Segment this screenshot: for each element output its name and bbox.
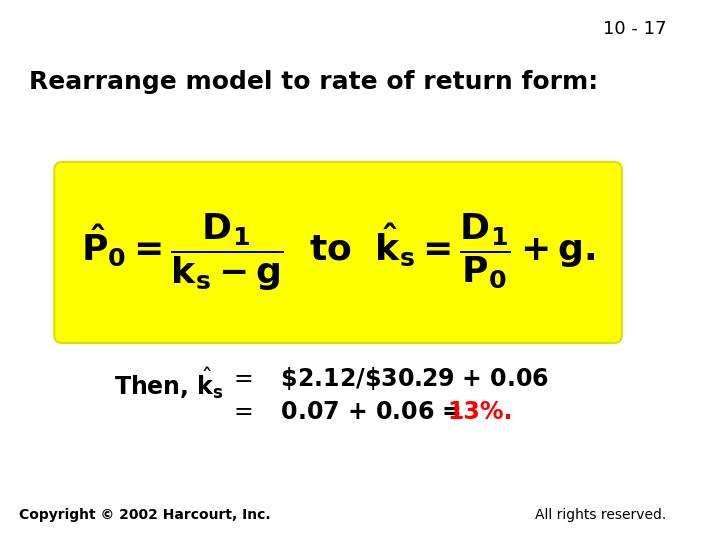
Text: Then, $\hat{\mathbf{k}}_\mathbf{s}$: Then, $\hat{\mathbf{k}}_\mathbf{s}$ (114, 365, 225, 401)
Text: Rearrange model to rate of return form:: Rearrange model to rate of return form: (29, 70, 598, 94)
Text: Copyright © 2002 Harcourt, Inc.: Copyright © 2002 Harcourt, Inc. (19, 508, 271, 522)
Text: 10 - 17: 10 - 17 (603, 20, 667, 38)
Text: $=\;$  0.07 + 0.06 =: $=\;$ 0.07 + 0.06 = (228, 400, 463, 424)
Text: $=\;$  \$2.12/\$30.29 + 0.06: $=\;$ \$2.12/\$30.29 + 0.06 (228, 365, 549, 392)
Text: All rights reserved.: All rights reserved. (536, 508, 667, 522)
Text: 13%.: 13%. (448, 400, 513, 424)
FancyBboxPatch shape (54, 162, 622, 343)
Text: $\mathbf{\hat{P}_0 = \dfrac{D_1}{k_s - g}}$$\mathbf{\ \ to\ \ \hat{k}_s = \dfrac: $\mathbf{\hat{P}_0 = \dfrac{D_1}{k_s - g… (81, 211, 595, 293)
